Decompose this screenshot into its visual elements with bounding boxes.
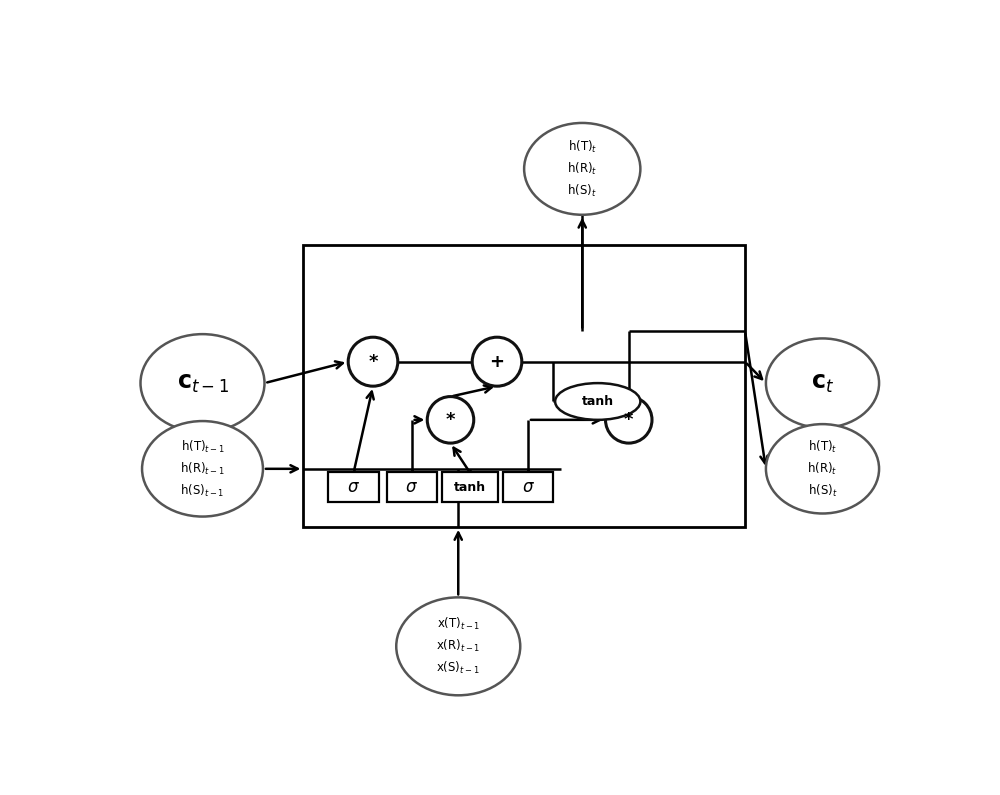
Text: x(T)$_{t-1}$
x(R)$_{t-1}$
x(S)$_{t-1}$: x(T)$_{t-1}$ x(R)$_{t-1}$ x(S)$_{t-1}$ (436, 616, 480, 677)
Bar (387, 472, 437, 502)
Text: *: * (446, 411, 455, 429)
Bar (303, 246, 745, 527)
Circle shape (396, 597, 520, 696)
Text: $\sigma$: $\sigma$ (405, 478, 418, 496)
Circle shape (766, 339, 879, 428)
Ellipse shape (606, 397, 652, 443)
Text: +: + (490, 353, 505, 370)
Text: $\sigma$: $\sigma$ (347, 478, 360, 496)
Bar (328, 472, 379, 502)
Bar (442, 472, 498, 502)
Text: $\sigma$: $\sigma$ (522, 478, 534, 496)
Ellipse shape (472, 337, 522, 386)
Text: tanh: tanh (454, 481, 486, 494)
Circle shape (142, 421, 263, 517)
Ellipse shape (427, 397, 474, 443)
Text: *: * (624, 411, 634, 429)
Text: h(T)$_{t-1}$
h(R)$_{t-1}$
h(S)$_{t-1}$: h(T)$_{t-1}$ h(R)$_{t-1}$ h(S)$_{t-1}$ (180, 439, 225, 499)
Ellipse shape (555, 383, 640, 420)
Text: $\mathbf{c}_{t-1}$: $\mathbf{c}_{t-1}$ (177, 371, 228, 395)
Circle shape (766, 424, 879, 514)
Circle shape (140, 334, 264, 432)
Text: h(T)$_t$
h(R)$_t$
h(S)$_t$: h(T)$_t$ h(R)$_t$ h(S)$_t$ (567, 138, 597, 199)
Bar (503, 472, 553, 502)
Text: tanh: tanh (582, 395, 614, 408)
Text: $\mathbf{c}_t$: $\mathbf{c}_t$ (811, 371, 834, 395)
Text: *: * (368, 353, 378, 370)
Text: h(T)$_t$
h(R)$_t$
h(S)$_t$: h(T)$_t$ h(R)$_t$ h(S)$_t$ (807, 439, 838, 499)
Ellipse shape (348, 337, 398, 386)
Circle shape (524, 123, 640, 215)
